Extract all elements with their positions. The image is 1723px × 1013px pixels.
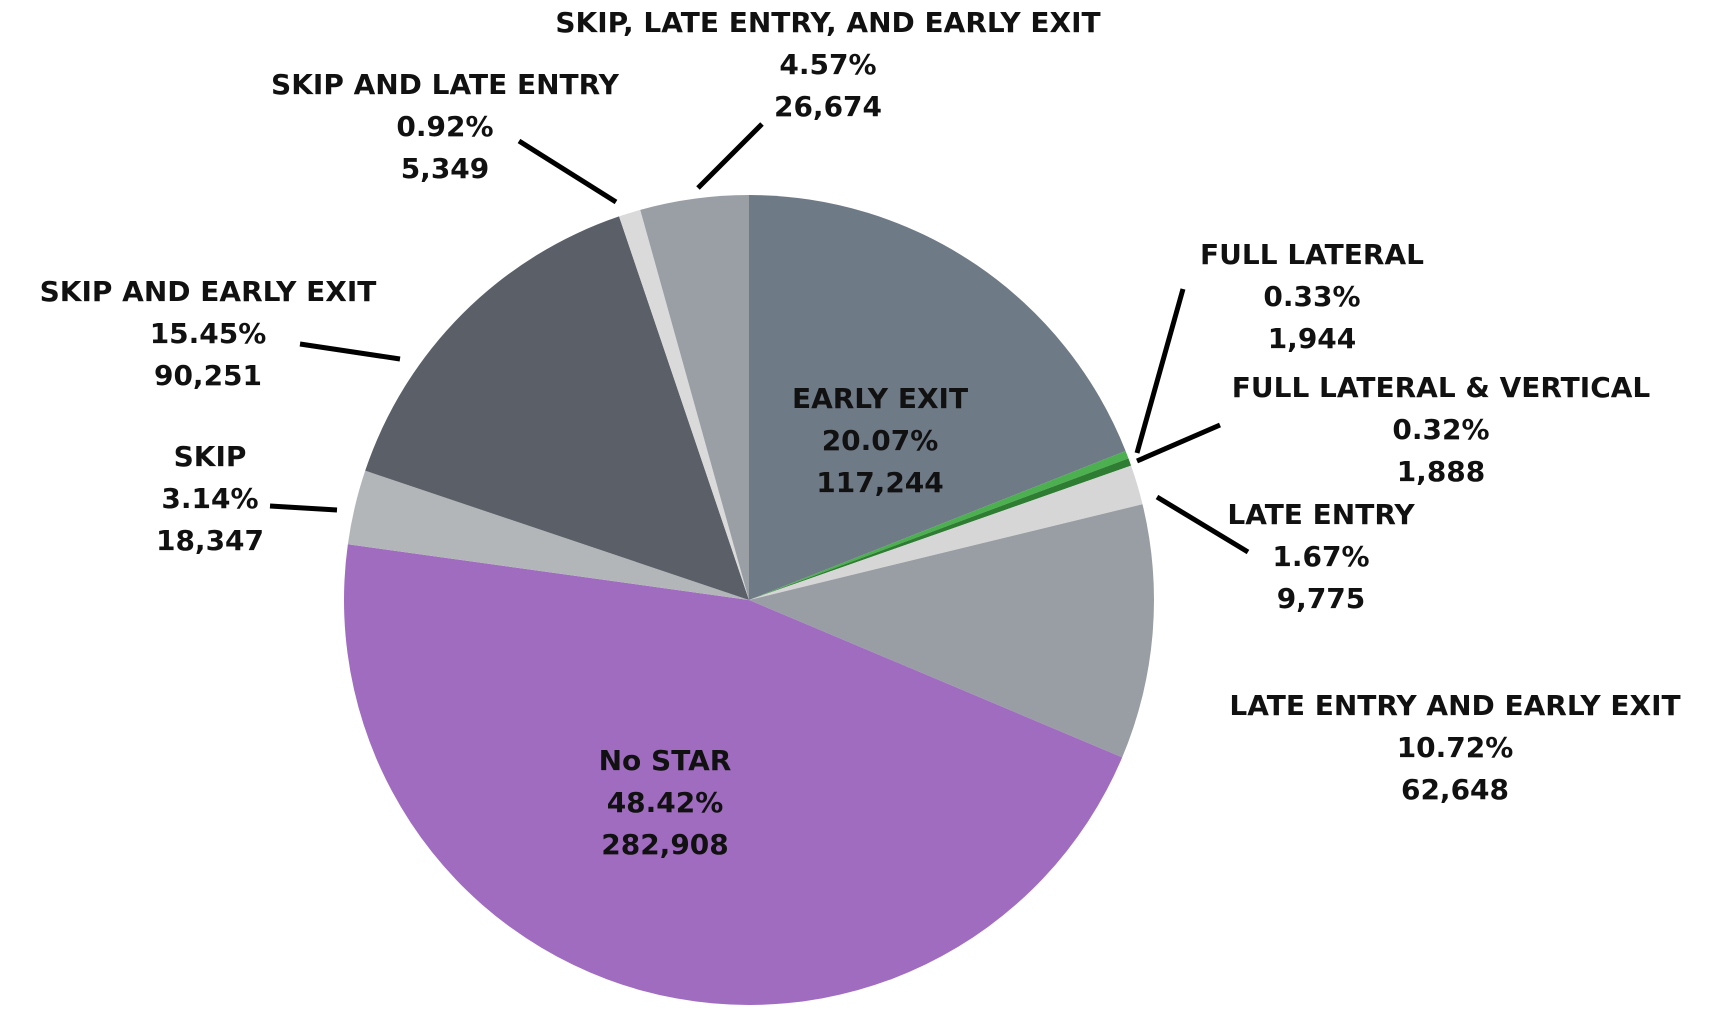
value-label: 3.14% [161,482,258,515]
value-label: 15.45% [150,317,267,350]
value-label: 48.42% [607,786,724,819]
category-label: FULL LATERAL & VERTICAL [1232,371,1651,404]
count-label: 1,944 [1268,322,1357,355]
pie-slice [343,544,1123,1006]
value-label: 4.57% [779,48,876,81]
value-label: 0.33% [1263,280,1360,313]
leader-line [269,503,338,513]
slice-label: LATE ENTRY 1.67% 9,775 [1227,498,1415,615]
pie-slice [749,465,1143,600]
pie-slice [640,195,749,600]
category-label: SKIP, LATE ENTRY, AND EARLY EXIT [555,6,1100,39]
leader-line [299,341,401,362]
slice-label: LATE ENTRY AND EARLY EXIT 10.72% 62,648 [1229,689,1680,806]
category-label: No STAR [599,744,732,777]
slice-label: SKIP AND LATE ENTRY 0.92% 5,349 [271,68,620,185]
slice-label: SKIP AND EARLY EXIT 15.45% 90,251 [40,275,377,392]
value-label: 0.92% [396,110,493,143]
slice-label: SKIP 3.14% 18,347 [156,440,264,557]
pie-slice [749,458,1132,600]
count-label: 1,888 [1397,455,1486,488]
count-label: 117,244 [816,466,944,499]
value-label: 1.67% [1272,540,1369,573]
slice-label: SKIP, LATE ENTRY, AND EARLY EXIT 4.57% 26,… [555,6,1100,123]
pie-slice [619,209,749,600]
count-label: 26,674 [774,90,882,123]
category-label: SKIP AND LATE ENTRY [271,68,620,101]
pie-slice [749,451,1129,600]
count-label: 282,908 [601,828,729,861]
value-label: 10.72% [1397,731,1514,764]
leader-line [1155,494,1250,555]
count-label: 9,775 [1277,582,1366,615]
slice-label: EARLY EXIT 20.07% 117,244 [792,382,968,499]
pie-slice [347,470,749,600]
count-label: 5,349 [401,152,490,185]
category-label: FULL LATERAL [1200,238,1424,271]
category-label: LATE ENTRY [1227,498,1415,531]
count-label: 90,251 [154,359,262,392]
category-label: SKIP AND EARLY EXIT [40,275,377,308]
slice-label: FULL LATERAL & VERTICAL 0.32% 1,888 [1232,371,1651,488]
slice-label: FULL LATERAL 0.33% 1,944 [1200,238,1424,355]
value-label: 20.07% [822,424,939,457]
count-label: 18,347 [156,524,264,557]
leader-line [696,122,764,190]
leader-line [1136,422,1221,464]
slice-label: No STAR 48.42% 282,908 [599,744,732,861]
pie-slice [749,195,1126,600]
category-label: EARLY EXIT [792,382,968,415]
value-label: 0.32% [1392,413,1489,446]
category-label: LATE ENTRY AND EARLY EXIT [1229,689,1680,722]
leader-line [1134,288,1186,454]
category-label: SKIP [174,440,247,473]
count-label: 62,648 [1401,773,1509,806]
pie-slice [749,504,1154,758]
leader-line [517,138,618,205]
pie-slice [365,216,749,601]
